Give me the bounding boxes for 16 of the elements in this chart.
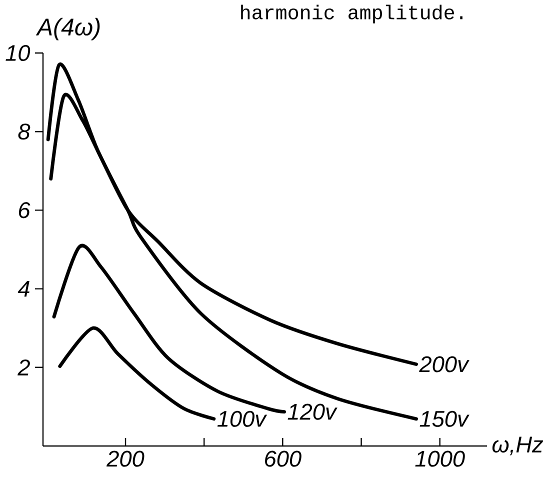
series-label: 200v [419, 356, 470, 372]
y-tick-label: 10 [6, 44, 30, 62]
chart-title: harmonic amplitude. [241, 4, 462, 24]
y-tick-label: 8 [18, 124, 30, 140]
x-tick-label: 200 [106, 450, 144, 467]
y-axis-title: A(4ω) [36, 18, 100, 40]
series-label: 120v [288, 404, 338, 420]
x-tick-label: 600 [265, 450, 302, 467]
series-label: 100v [217, 410, 268, 427]
y-tick-label: 6 [18, 202, 30, 218]
y-tick-label: 4 [18, 280, 30, 297]
y-tick-label: 2 [18, 359, 30, 376]
x-tick-label: 1000 [415, 450, 465, 467]
x-axis-title: ω,Hz [492, 436, 544, 456]
series-label: 150v [420, 410, 470, 427]
line-series [58, 326, 216, 421]
